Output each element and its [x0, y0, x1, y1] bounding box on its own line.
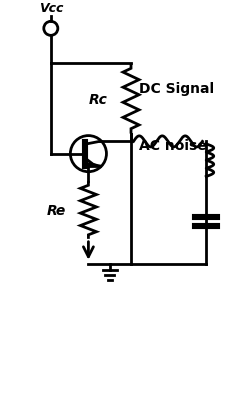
Text: Vcc: Vcc — [39, 2, 63, 15]
Text: DC Signal: DC Signal — [139, 82, 214, 96]
Text: Rc: Rc — [89, 92, 108, 106]
Text: AC noise: AC noise — [139, 138, 206, 152]
Text: Re: Re — [46, 204, 66, 218]
